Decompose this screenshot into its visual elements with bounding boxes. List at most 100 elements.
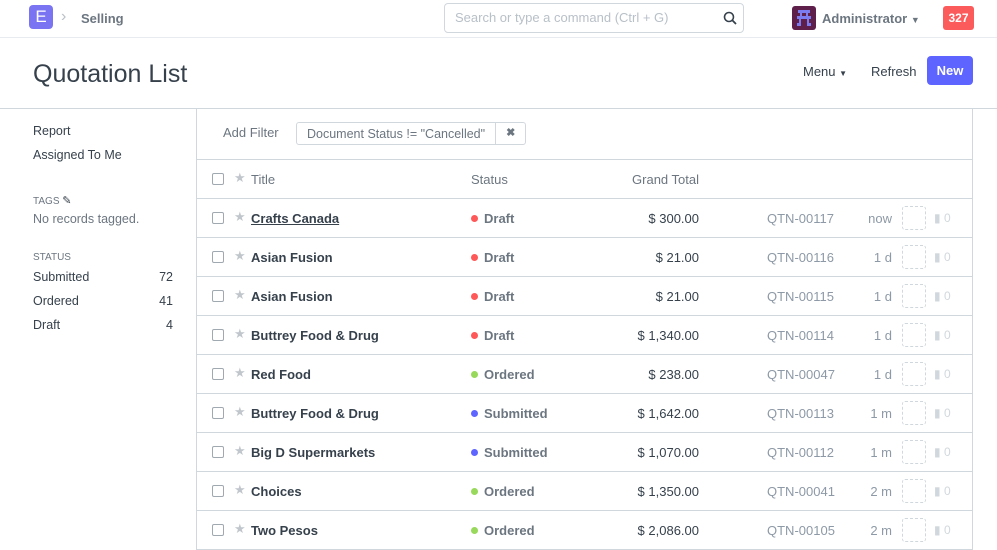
- sidebar-item-report[interactable]: Report: [33, 124, 71, 138]
- star-icon[interactable]: ★: [234, 326, 246, 341]
- assign-avatar-placeholder[interactable]: [902, 440, 926, 464]
- status-name: Submitted: [33, 270, 90, 284]
- star-icon[interactable]: ★: [234, 482, 246, 497]
- assign-avatar-placeholder[interactable]: [902, 401, 926, 425]
- close-icon[interactable]: ✖: [495, 123, 525, 144]
- search-icon[interactable]: [723, 11, 737, 25]
- table-row[interactable]: ★ Choices Ordered $ 1,350.00 QTN-00041 2…: [197, 472, 972, 511]
- comment-icon: ▮: [934, 289, 941, 303]
- star-icon[interactable]: ★: [234, 248, 246, 263]
- star-icon[interactable]: ★: [234, 209, 246, 224]
- assign-avatar-placeholder[interactable]: [902, 323, 926, 347]
- user-menu[interactable]: Administrator ▼: [822, 11, 920, 26]
- assign-avatar-placeholder[interactable]: [902, 479, 926, 503]
- comment-count: ▮ 0: [934, 328, 951, 342]
- status-text: Ordered: [484, 523, 535, 538]
- pencil-icon[interactable]: ✎: [62, 195, 72, 207]
- modified-time: 2 m: [870, 523, 892, 538]
- status-indicator: Draft: [471, 328, 514, 343]
- star-icon[interactable]: ★: [234, 287, 246, 302]
- assign-avatar-placeholder[interactable]: [902, 284, 926, 308]
- quotation-id: QTN-00117: [767, 211, 834, 226]
- table-row[interactable]: ★ Red Food Ordered $ 238.00 QTN-00047 1 …: [197, 355, 972, 394]
- assign-avatar-placeholder[interactable]: [902, 206, 926, 230]
- comment-count: ▮ 0: [934, 211, 951, 225]
- select-all-checkbox[interactable]: [212, 173, 224, 185]
- app-logo[interactable]: E: [29, 5, 53, 29]
- status-dot: [471, 254, 478, 261]
- grand-total: $ 1,070.00: [637, 445, 699, 460]
- sidebar-status-draft[interactable]: Draft 4: [33, 318, 173, 342]
- new-button[interactable]: New: [927, 56, 973, 85]
- comment-count: ▮ 0: [934, 250, 951, 264]
- row-checkbox[interactable]: [212, 290, 224, 302]
- column-grand-total[interactable]: Grand Total: [632, 172, 699, 187]
- add-filter-button[interactable]: Add Filter: [223, 125, 279, 140]
- comment-number: 0: [943, 250, 951, 264]
- sidebar-status-submitted[interactable]: Submitted 72: [33, 270, 173, 294]
- comment-icon: ▮: [934, 328, 941, 342]
- table-row[interactable]: ★ Two Pesos Ordered $ 2,086.00 QTN-00105…: [197, 511, 972, 550]
- status-indicator: Draft: [471, 250, 514, 265]
- row-title-link[interactable]: Buttrey Food & Drug: [251, 406, 379, 421]
- star-icon[interactable]: ★: [234, 443, 246, 458]
- filter-pill[interactable]: Document Status != "Cancelled" ✖: [296, 122, 527, 145]
- column-title[interactable]: Title: [251, 172, 276, 187]
- row-title-link[interactable]: Buttrey Food & Drug: [251, 328, 379, 343]
- status-dot: [471, 332, 478, 339]
- row-title-link[interactable]: Crafts Canada: [251, 211, 340, 226]
- row-title-link[interactable]: Asian Fusion: [251, 250, 333, 265]
- row-checkbox[interactable]: [212, 212, 224, 224]
- avatar[interactable]: [792, 6, 816, 30]
- status-dot: [471, 410, 478, 417]
- comment-number: 0: [943, 445, 951, 459]
- row-title-link[interactable]: Red Food: [251, 367, 311, 382]
- star-icon[interactable]: ★: [234, 404, 246, 419]
- row-checkbox[interactable]: [212, 485, 224, 497]
- row-checkbox[interactable]: [212, 407, 224, 419]
- table-row[interactable]: ★ Big D Supermarkets Submitted $ 1,070.0…: [197, 433, 972, 472]
- assign-avatar-placeholder[interactable]: [902, 518, 926, 542]
- search-input[interactable]: Search or type a command (Ctrl + G): [444, 3, 744, 33]
- caret-down-icon: ▼: [839, 69, 848, 78]
- grand-total: $ 1,340.00: [637, 328, 699, 343]
- sidebar-status-ordered[interactable]: Ordered 41: [33, 294, 173, 318]
- comment-icon: ▮: [934, 484, 941, 498]
- table-row[interactable]: ★ Asian Fusion Draft $ 21.00 QTN-00115 1…: [197, 277, 972, 316]
- table-row[interactable]: ★ Buttrey Food & Drug Draft $ 1,340.00 Q…: [197, 316, 972, 355]
- row-checkbox[interactable]: [212, 368, 224, 380]
- modified-time: now: [868, 211, 892, 226]
- status-indicator: Submitted: [471, 406, 548, 421]
- menu-button[interactable]: Menu ▼: [803, 64, 847, 79]
- table-row[interactable]: ★ Buttrey Food & Drug Submitted $ 1,642.…: [197, 394, 972, 433]
- star-icon: ★: [234, 170, 246, 185]
- status-name: Ordered: [33, 294, 79, 308]
- list-header: ★ Title Status Grand Total: [197, 160, 972, 199]
- star-icon[interactable]: ★: [234, 521, 246, 536]
- row-title-link[interactable]: Asian Fusion: [251, 289, 333, 304]
- sidebar-item-assigned-to-me[interactable]: Assigned To Me: [33, 148, 122, 162]
- comment-number: 0: [943, 367, 951, 381]
- tags-heading: TAGS: [33, 196, 60, 207]
- table-row[interactable]: ★ Crafts Canada Draft $ 300.00 QTN-00117…: [197, 199, 972, 238]
- filter-text: Document Status != "Cancelled": [307, 126, 486, 141]
- status-count: 4: [166, 318, 173, 332]
- row-title-link[interactable]: Two Pesos: [251, 523, 318, 538]
- row-checkbox[interactable]: [212, 524, 224, 536]
- notifications-badge[interactable]: 327: [943, 6, 974, 30]
- star-icon[interactable]: ★: [234, 365, 246, 380]
- row-checkbox[interactable]: [212, 251, 224, 263]
- row-title-link[interactable]: Big D Supermarkets: [251, 445, 376, 460]
- comment-count: ▮ 0: [934, 406, 951, 420]
- assign-avatar-placeholder[interactable]: [902, 245, 926, 269]
- column-status[interactable]: Status: [471, 172, 508, 187]
- assign-avatar-placeholder[interactable]: [902, 362, 926, 386]
- row-title-link[interactable]: Choices: [251, 484, 302, 499]
- breadcrumb-selling[interactable]: Selling: [81, 11, 124, 26]
- row-checkbox[interactable]: [212, 446, 224, 458]
- table-row[interactable]: ★ Asian Fusion Draft $ 21.00 QTN-00116 1…: [197, 238, 972, 277]
- row-checkbox[interactable]: [212, 329, 224, 341]
- refresh-button[interactable]: Refresh: [871, 64, 917, 79]
- search-placeholder: Search or type a command (Ctrl + G): [455, 10, 669, 25]
- comment-icon: ▮: [934, 445, 941, 459]
